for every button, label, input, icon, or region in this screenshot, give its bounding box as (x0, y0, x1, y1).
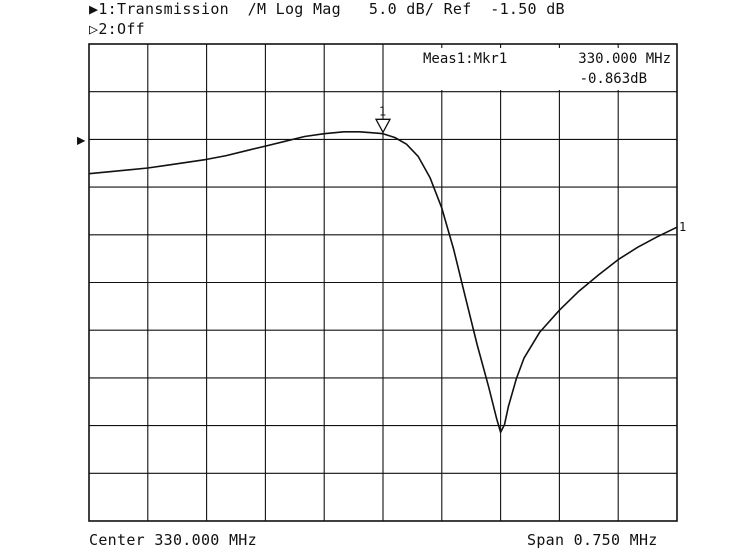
marker-readout-title: Meas1:Mkr1 (423, 51, 507, 67)
trace-line (88, 131, 678, 434)
channel2-label: 2:Off (98, 20, 145, 38)
marker-triangle-icon (374, 118, 392, 134)
channel2-inactive-icon: ▷ (89, 20, 99, 38)
marker-readout-value: -0.863dB (580, 71, 647, 87)
trace-end-label: 1 (679, 220, 686, 234)
span-label: Span 0.750 MHz (527, 531, 658, 549)
marker-number-label: 1 (379, 104, 386, 118)
reference-level-arrow-icon: ▶ (77, 132, 86, 148)
center-frequency-label: Center 330.000 MHz (89, 531, 257, 549)
channel1-label: 1:Transmission /M Log Mag 5.0 dB/ Ref -1… (98, 0, 565, 18)
marker-readout-background (420, 48, 676, 90)
channel1-header: ▶1:Transmission /M Log Mag 5.0 dB/ Ref -… (89, 1, 565, 17)
marker-1: 1 (374, 104, 392, 134)
channel1-active-icon: ▶ (89, 0, 99, 18)
marker-readout-frequency: 330.000 MHz (578, 51, 671, 67)
channel2-header: ▷2:Off (89, 21, 145, 37)
marker-readout: Meas1:Mkr1 330.000 MHz -0.863dB (420, 48, 676, 90)
